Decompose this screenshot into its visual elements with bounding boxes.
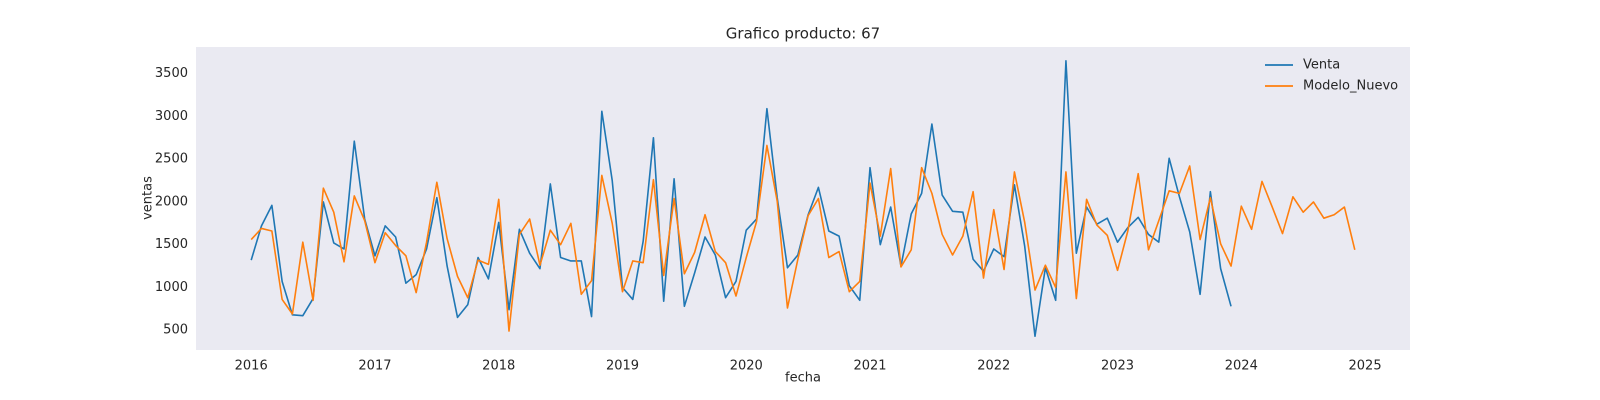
y-tick-label: 1500 [155,237,188,252]
x-tick-label: 2018 [482,359,515,374]
legend-label: Modelo_Nuevo [1303,79,1398,94]
x-tick-label: 2021 [853,359,886,374]
line-series [250,144,1356,332]
x-axis-label: fecha [785,371,821,386]
x-tick-label: 2017 [358,359,391,374]
line-series [250,59,1232,338]
x-tick-label: 2024 [1225,359,1258,374]
y-tick-label: 2500 [155,152,188,167]
x-tick-label: 2020 [730,359,763,374]
y-tick-label: 3000 [155,109,188,124]
y-tick-label: 1000 [155,280,188,295]
chart-title: Grafico producto: 67 [726,25,880,43]
legend-label: Venta [1303,58,1340,73]
x-tick-label: 2016 [235,359,268,374]
y-tick-label: 2000 [155,194,188,209]
x-tick-label: 2019 [606,359,639,374]
y-axis-label: ventas [141,176,156,220]
x-tick-label: 2025 [1349,359,1382,374]
plot-area [196,47,1410,350]
x-tick-label: 2022 [977,359,1010,374]
y-tick-label: 500 [163,323,188,338]
x-tick-label: 2023 [1101,359,1134,374]
y-tick-label: 3500 [155,66,188,81]
